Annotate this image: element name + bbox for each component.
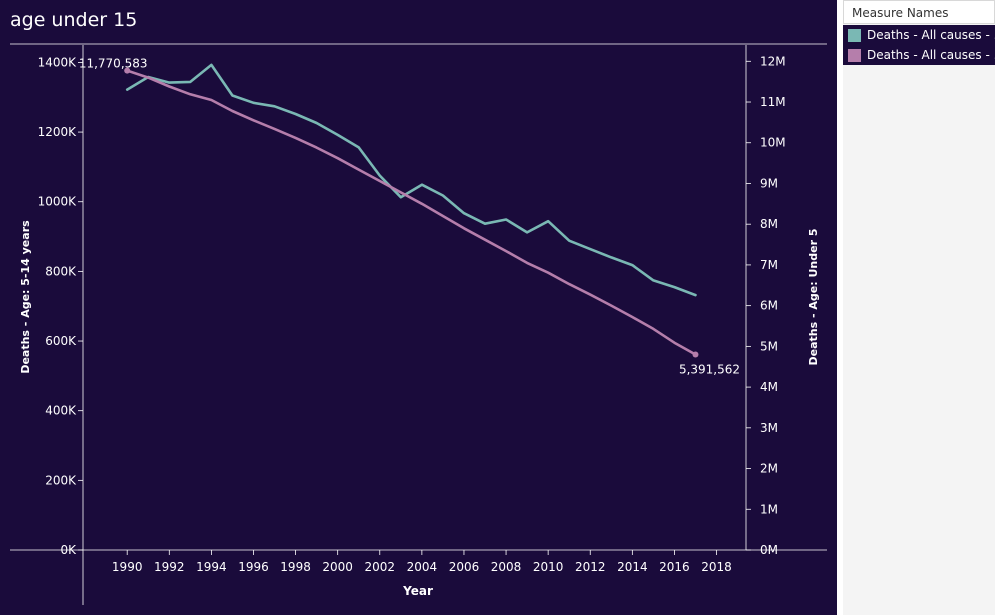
x-tick-label: 1994 [196,560,227,574]
x-tick-label: 2004 [407,560,438,574]
x-tick-label: 1996 [238,560,269,574]
legend-list: Deaths - All causes - .. Deaths - All ca… [843,25,995,65]
x-tick-label: 1992 [154,560,185,574]
line-chart[interactable]: 0K 200K 400K 600K 800K 1000K 1200K 1400K 0M 1M 2M 3… [0,0,837,615]
y-right-tick-label: 11M [760,95,786,109]
x-tick-label: 2010 [533,560,564,574]
x-tick-label: 2006 [449,560,480,574]
y-right-tick-label: 12M [760,54,786,68]
y-left-tick-label: 1400K [38,55,78,69]
annotation-label-end: 5,391,562 [679,363,740,377]
y-right-tick-label: 4M [760,380,778,394]
y-left-tick-label: 800K [45,264,77,278]
x-tick-label: 2008 [491,560,522,574]
legend-label: Deaths - All causes - .. [867,28,995,42]
y-left-tick-label: 600K [45,334,77,348]
x-tick-label: 1998 [280,560,311,574]
annotation-label-start: 11,770,583 [79,57,148,71]
x-tick-label: 2012 [575,560,606,574]
y-right-tick-label: 2M [760,462,778,476]
y-right-tick-label: 3M [760,421,778,435]
y-left-tick-label: 0K [60,543,77,557]
x-tick-label: 1990 [112,560,143,574]
legend-item-series-1[interactable]: Deaths - All causes - .. [843,25,995,45]
y-left-axis-title: Deaths - Age: 5-14 years [19,220,32,374]
chart-area: age under 15 0K 200K 400K 600K 800K 1000K 1200… [0,0,837,615]
y-right-tick-label: 10M [760,136,786,150]
legend-label: Deaths - All causes - .. [867,48,995,62]
y-left-tick-label: 200K [45,473,77,487]
y-left-tick-label: 400K [45,404,77,418]
y-right-tick-label: 8M [760,217,778,231]
legend-title: Measure Names [843,0,995,24]
series-line-2 [125,69,697,356]
y-right-tick-label: 7M [760,258,778,272]
y-right-tick-label: 6M [760,299,778,313]
x-tick-label: 2018 [701,560,732,574]
y-right-axis-title: Deaths - Age: Under 5 [807,229,820,366]
x-tick-label: 2014 [617,560,648,574]
y-right-tick-label: 9M [760,176,778,190]
legend-panel: Measure Names Deaths - All causes - .. D… [843,0,995,615]
annotation-point [692,351,699,358]
y-left-tick-label: 1200K [38,125,78,139]
y-right-tick-label: 1M [760,502,778,516]
chart-title: age under 15 [10,9,138,31]
y-right-tick-label: 0M [760,543,778,557]
y-left-tick-label: 1000K [38,195,78,209]
x-tick-label: 2002 [364,560,395,574]
annotation-point [124,67,131,74]
legend-swatch-teal [848,28,861,42]
legend-item-series-2[interactable]: Deaths - All causes - .. [843,45,995,65]
legend-swatch-pink [848,48,861,62]
y-right-tick-label: 5M [760,339,778,353]
series-line-1 [125,63,697,297]
x-axis-title: Year [402,584,433,598]
x-tick-label: 2000 [322,560,353,574]
x-tick-label: 2016 [659,560,690,574]
